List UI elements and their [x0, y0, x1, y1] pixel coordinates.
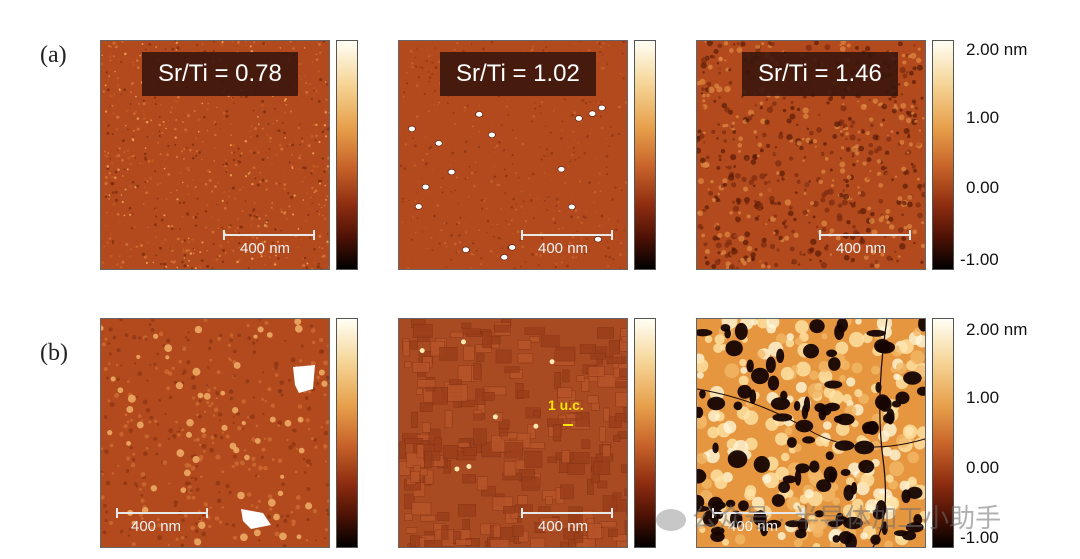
- scale-bar-a3: [819, 230, 911, 240]
- scale-bar-b3: [712, 508, 804, 518]
- colorbar-tick-min-a: -1.00: [960, 250, 999, 269]
- afm-image-b1: [100, 318, 330, 548]
- colorbar-a3: [932, 40, 954, 270]
- scale-bar-label-b1: 400 nm: [131, 518, 182, 535]
- colorbar-tick-0-a: 0.00: [966, 178, 1000, 197]
- colorbar-b2: [634, 318, 656, 548]
- ratio-label-102: Sr/Ti = 1.02: [440, 52, 596, 96]
- afm-texture: [697, 319, 925, 547]
- scale-bar-label-a2: 400 nm: [538, 240, 589, 257]
- colorbar-tick-1-b: 1.00: [966, 388, 1000, 407]
- afm-image-b2: [398, 318, 628, 548]
- colorbar-tick-max-a: 2.00 nm: [966, 40, 1028, 59]
- scale-bar-b2: [521, 508, 613, 518]
- afm-texture: [399, 319, 627, 547]
- scale-bar-a2: [521, 230, 613, 240]
- scale-bar-label-a3: 400 nm: [836, 240, 887, 257]
- colorbar-tick-0-b: 0.00: [966, 458, 1000, 477]
- unit-cell-marker: [563, 424, 573, 426]
- ratio-label-146: Sr/Ti = 1.46: [742, 52, 898, 96]
- wechat-icon: [656, 509, 686, 532]
- colorbar-tick-1-a: 1.00: [966, 108, 1000, 127]
- colorbar-b1: [336, 318, 358, 548]
- colorbar-a2: [634, 40, 656, 270]
- scale-bar-a1: [223, 230, 315, 240]
- scale-bar-label-b2: 400 nm: [538, 518, 589, 535]
- scale-bar-b1: [116, 508, 208, 518]
- afm-texture: [101, 319, 329, 547]
- row-label-a: (a): [40, 42, 67, 68]
- colorbar-a1: [336, 40, 358, 270]
- afm-image-b3: [696, 318, 926, 548]
- row-label-b: (b): [40, 340, 68, 366]
- unit-cell-label: 1 u.c.: [548, 397, 584, 413]
- colorbar-b3: [932, 318, 954, 548]
- scale-bar-label-a1: 400 nm: [240, 240, 291, 257]
- ratio-label-078: Sr/Ti = 0.78: [142, 52, 298, 96]
- watermark: 公众号 · 半导体加工小助手: [656, 498, 1001, 535]
- colorbar-tick-min-b: -1.00: [960, 528, 999, 547]
- scale-bar-label-b3: 400 nm: [728, 518, 779, 535]
- watermark-text: 公众号 · 半导体加工小助手: [692, 503, 1002, 533]
- colorbar-tick-max-b: 2.00 nm: [966, 320, 1028, 339]
